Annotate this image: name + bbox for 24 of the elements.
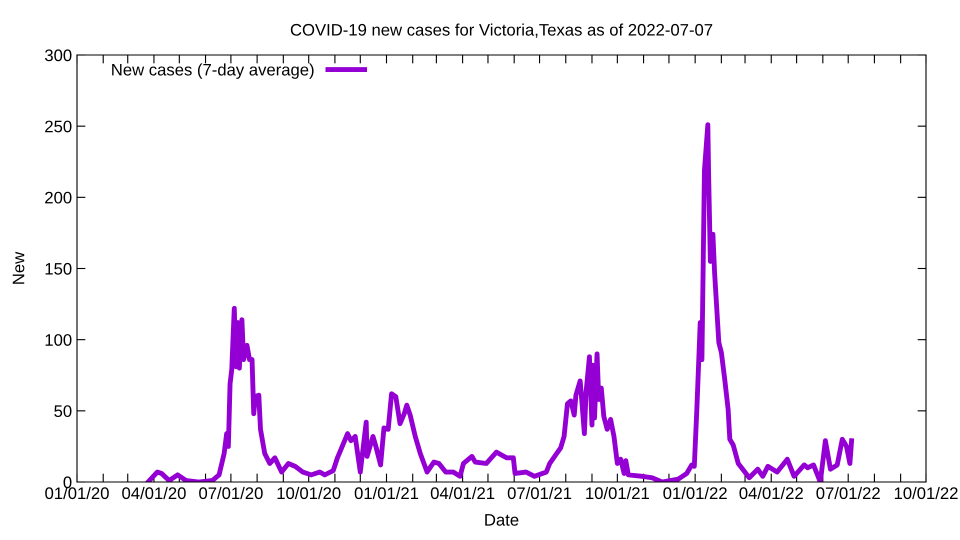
y-tick-label: 300 [44, 49, 72, 62]
x-tick-label: 10/01/20 [278, 486, 340, 500]
y-tick-label: 50 [54, 405, 72, 418]
x-tick-label: 07/01/22 [816, 486, 880, 500]
x-tick-label: 07/01/20 [199, 486, 263, 500]
x-tick-label: 07/01/21 [508, 486, 572, 500]
x-tick-label: 10/01/22 [894, 486, 958, 500]
x-tick-label: 01/01/20 [45, 486, 109, 500]
x-tick-label: 04/01/22 [739, 486, 803, 500]
y-axis-title: New [12, 252, 24, 284]
x-tick-label: 04/01/20 [122, 486, 186, 500]
y-tick-label: 200 [45, 192, 72, 204]
x-axis-title: Date [485, 514, 518, 526]
x-tick-label: 01/01/21 [354, 486, 418, 500]
line-series [146, 122, 854, 482]
chart-title: COVID-19 new cases for Victoria,Texas as of 2022-07-07 [290, 23, 712, 38]
legend-label: New cases (7-day average) [112, 63, 314, 79]
x-tick-label: 04/01/21 [430, 486, 494, 500]
x-tick-label: 10/01/21 [586, 486, 649, 500]
y-tick-label: 100 [46, 334, 72, 346]
y-tick-label: 150 [46, 262, 72, 275]
y-tick-label: 0 [64, 476, 72, 488]
y-tick-label: 250 [45, 120, 72, 132]
x-tick-label: 01/01/22 [663, 486, 727, 500]
